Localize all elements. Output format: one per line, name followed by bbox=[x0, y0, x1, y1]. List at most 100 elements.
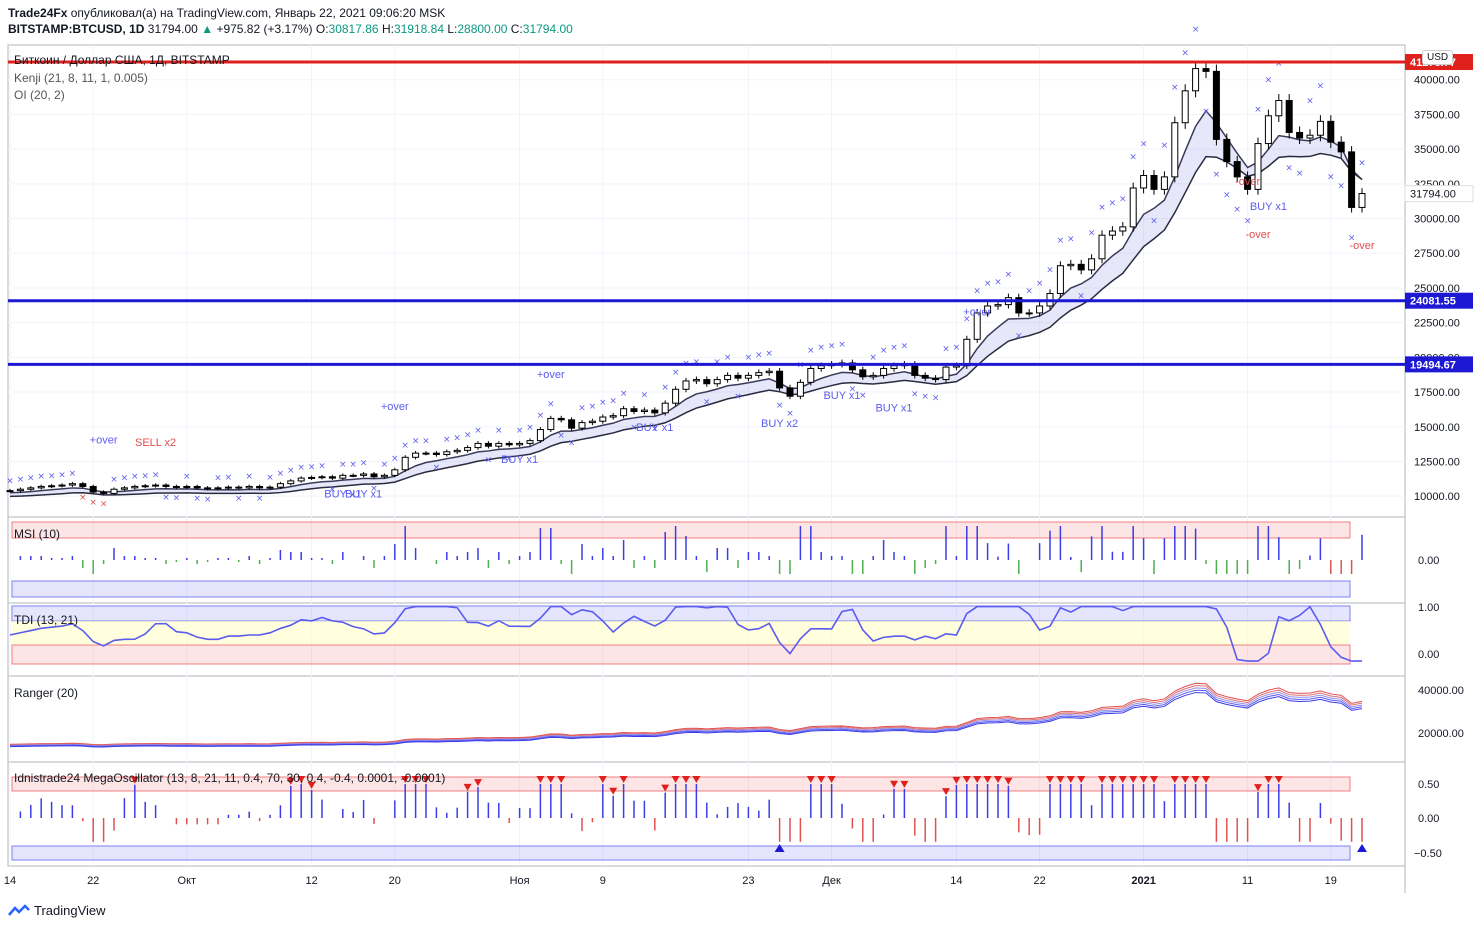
change-arrow-icon: ▲ bbox=[201, 22, 214, 36]
mega-sell-marker bbox=[1254, 784, 1262, 792]
candle-body bbox=[380, 474, 388, 478]
candle-body bbox=[1223, 138, 1231, 163]
mega-sell-marker bbox=[598, 776, 607, 783]
signal-label: +over bbox=[90, 434, 118, 446]
candle-body bbox=[1233, 161, 1241, 178]
signal-marker: × bbox=[880, 346, 888, 356]
indicator-kenji-label[interactable]: Kenji (21, 8, 11, 1, 0.005) bbox=[14, 71, 148, 85]
candle-body bbox=[172, 485, 180, 488]
publish-text: опубликовал(а) на TradingView.com, Январ… bbox=[70, 6, 446, 20]
signal-marker: × bbox=[1306, 96, 1314, 106]
signal-marker: × bbox=[994, 277, 1002, 287]
signal-marker: × bbox=[505, 454, 513, 464]
signal-marker: × bbox=[1223, 191, 1231, 201]
y-tick-label: 40000.00 bbox=[1414, 75, 1460, 87]
signal-marker: × bbox=[1171, 83, 1179, 93]
signal-marker: × bbox=[911, 390, 919, 400]
high-label: H: bbox=[381, 22, 394, 36]
y-tick-label: 27500.00 bbox=[1414, 248, 1460, 260]
candle-body bbox=[1275, 100, 1283, 117]
signal-marker: × bbox=[828, 341, 836, 351]
signal-marker: × bbox=[672, 368, 680, 378]
signal-marker: × bbox=[1088, 228, 1096, 238]
mega-sell-marker bbox=[307, 781, 316, 789]
signal-marker: × bbox=[58, 471, 66, 481]
indicator-oi-label[interactable]: OI (20, 2) bbox=[14, 88, 65, 102]
msi-pane-label[interactable]: MSI (10) bbox=[14, 527, 61, 541]
y-tick-label: 17500.00 bbox=[1414, 387, 1460, 399]
signal-marker: × bbox=[547, 399, 555, 409]
candle-body bbox=[921, 374, 929, 379]
signal-label: -over bbox=[1349, 240, 1374, 252]
kenji-slow-line bbox=[9, 152, 1363, 498]
ranger-line bbox=[9, 689, 1363, 747]
ohlc-line: BITSTAMP:BTCUSD, 1D 31794.00 ▲ +975.82 (… bbox=[8, 22, 573, 37]
signal-marker: × bbox=[495, 426, 503, 436]
signal-marker: × bbox=[734, 392, 742, 402]
close-value: 31794.00 bbox=[522, 22, 573, 36]
signal-marker: × bbox=[745, 353, 753, 363]
signal-marker: × bbox=[381, 460, 389, 470]
open-value: 30817.86 bbox=[328, 22, 379, 36]
candle-body bbox=[328, 476, 336, 479]
candle-body bbox=[245, 485, 253, 489]
tdi-upper-zone bbox=[11, 605, 1351, 622]
tdi-mid-zone bbox=[12, 621, 1350, 645]
candle-body bbox=[973, 312, 981, 340]
mega-sell-marker bbox=[827, 776, 836, 783]
signal-label: BUY x2 bbox=[761, 418, 798, 430]
signal-label: BUY x1 bbox=[823, 390, 860, 402]
mega-sell-marker bbox=[1202, 776, 1210, 783]
mega-sell-marker bbox=[973, 776, 982, 783]
mega-tick-label: −0.50 bbox=[1414, 848, 1442, 860]
candle-body bbox=[755, 372, 763, 376]
mega-pane-label[interactable]: Idnistrade24 MegaOscillator (13, 8, 21, … bbox=[14, 771, 446, 785]
mega-sell-marker bbox=[806, 776, 815, 783]
signal-marker: × bbox=[245, 472, 253, 482]
candle-body bbox=[464, 447, 472, 451]
candle-body bbox=[984, 305, 992, 314]
signal-marker: × bbox=[443, 435, 451, 445]
pane-frame bbox=[7, 44, 1406, 518]
mega-sell-marker bbox=[994, 776, 1002, 783]
candle-body bbox=[588, 420, 596, 424]
candle-body bbox=[1108, 230, 1116, 236]
signal-marker: × bbox=[69, 469, 77, 479]
candle-body bbox=[349, 474, 357, 477]
signal-marker: × bbox=[1244, 217, 1252, 227]
signal-marker: × bbox=[942, 344, 950, 354]
mega-sell-marker bbox=[411, 776, 420, 783]
candle-body bbox=[1025, 312, 1033, 315]
mega-sell-marker bbox=[1108, 776, 1117, 783]
candle-body bbox=[1088, 258, 1096, 271]
signal-marker: × bbox=[703, 397, 711, 407]
signal-marker: × bbox=[1036, 279, 1044, 289]
signal-marker: × bbox=[1057, 236, 1065, 246]
chart-title[interactable]: Биткоин / Доллар США, 1Д, BITSTAMP bbox=[14, 53, 230, 67]
mega-sell-marker bbox=[401, 776, 410, 783]
candle-body bbox=[620, 408, 628, 417]
currency-badge[interactable]: USD bbox=[1422, 50, 1454, 65]
candle-body bbox=[786, 387, 794, 397]
signal-marker: × bbox=[724, 353, 732, 363]
signal-marker: × bbox=[1119, 194, 1127, 204]
level-price-tag bbox=[1405, 292, 1473, 309]
tdi-pane-label[interactable]: TDI (13, 21) bbox=[14, 613, 79, 627]
candle-body bbox=[599, 416, 607, 422]
x-tick-label: 14 bbox=[950, 875, 962, 887]
signal-marker: × bbox=[537, 411, 545, 421]
candle-body bbox=[79, 483, 87, 487]
last-price-tag bbox=[1404, 185, 1474, 203]
mega-sell-marker bbox=[1118, 776, 1127, 783]
signal-marker: × bbox=[1025, 286, 1033, 296]
candle-body bbox=[1296, 131, 1304, 139]
mega-sell-marker bbox=[1004, 777, 1013, 785]
ranger-pane-label[interactable]: Ranger (20) bbox=[14, 686, 79, 700]
signal-marker: × bbox=[932, 393, 940, 403]
signal-marker: × bbox=[6, 477, 14, 487]
signal-marker: × bbox=[1285, 164, 1293, 174]
signal-marker: × bbox=[183, 472, 191, 482]
tradingview-logo[interactable]: TradingView bbox=[8, 903, 106, 918]
mega-sell-marker bbox=[1181, 776, 1190, 783]
